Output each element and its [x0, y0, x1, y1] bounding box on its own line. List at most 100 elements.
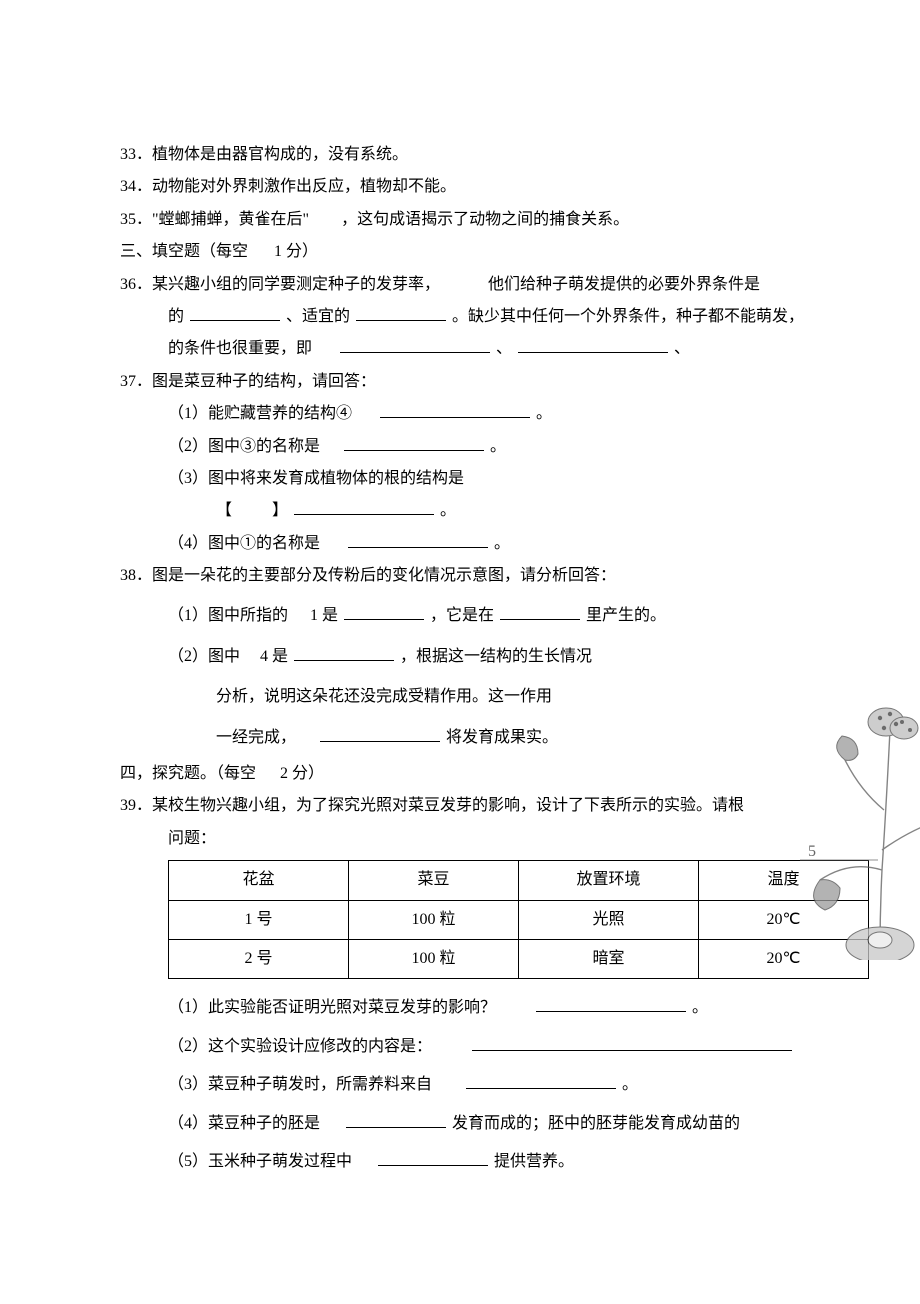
table-row: 2 号 100 粒 暗室 20℃ — [169, 939, 869, 978]
q39-head-b: 问题： — [120, 824, 920, 854]
cell: 1 号 — [169, 900, 349, 939]
blank[interactable] — [346, 1112, 446, 1128]
q39-p5a: （5）玉米种子萌发过程中 — [168, 1153, 352, 1170]
blank[interactable] — [320, 726, 440, 742]
bracket-l: 【 — [216, 502, 232, 519]
cell: 20℃ — [699, 939, 869, 978]
q37-p2b: 。 — [490, 438, 506, 455]
bracket-r: 】 — [272, 502, 288, 519]
q38-head: 38．图是一朵花的主要部分及传粉后的变化情况示意图，请分析回答： — [120, 561, 920, 591]
q39-p5b: 提供营养。 — [494, 1153, 574, 1170]
cell: 放置环境 — [519, 861, 699, 900]
q38-p2l3b: 将发育成果实。 — [446, 729, 558, 746]
q34: 34．动物能对外界刺激作出反应，植物却不能。 — [120, 172, 920, 202]
blank[interactable] — [380, 402, 530, 418]
blank[interactable] — [294, 499, 434, 515]
q36-l1: 36．某兴趣小组的同学要测定种子的发芽率， 他们给种子萌发提供的必要外界条件是 — [120, 270, 920, 300]
q36-l3a: 的条件也很重要，即 — [168, 340, 312, 357]
cell: 光照 — [519, 900, 699, 939]
table-row: 花盆 菜豆 放置环境 温度 — [169, 861, 869, 900]
q37-p4: （4）图中①的名称是 。 — [120, 529, 920, 559]
q38-p2a: （2）图中 — [168, 648, 240, 665]
q37-p1: （1）能贮藏营养的结构④ 。 — [120, 399, 920, 429]
q37-p3b: 【 】 。 — [120, 496, 920, 526]
q38-p1: （1）图中所指的 1 是 ，它是在 里产生的。 — [120, 601, 920, 631]
q38-p1c: ，它是在 — [430, 607, 494, 624]
q36-l1a: 36．某兴趣小组的同学要测定种子的发芽率， — [120, 276, 440, 293]
q39-p3b: 。 — [622, 1076, 638, 1093]
sec3-b: 1 分） — [274, 243, 318, 260]
q37-p1b: 。 — [536, 405, 552, 422]
q38-p2l3a: 一经完成， — [216, 729, 296, 746]
blank[interactable] — [472, 1035, 792, 1051]
q37-p2: （2）图中③的名称是 。 — [120, 432, 920, 462]
q39-p1: （1）此实验能否证明光照对菜豆发芽的影响？ 。 — [120, 993, 920, 1023]
blank[interactable] — [190, 305, 280, 321]
q39-p2: （2）这个实验设计应修改的内容是： — [120, 1032, 920, 1062]
q36-l2c: 。缺少其中任何一个外界条件，种子都不能萌发， — [452, 308, 804, 325]
q33: 33．植物体是由器官构成的，没有系统。 — [120, 140, 920, 170]
q37-head: 37．图是菜豆种子的结构，请回答： — [120, 367, 920, 397]
q39-p2a: （2）这个实验设计应修改的内容是： — [168, 1038, 432, 1055]
blank[interactable] — [356, 305, 446, 321]
sec3-a: 三、填空题（每空 — [120, 243, 248, 260]
blank[interactable] — [466, 1073, 616, 1089]
q38-p1d: 里产生的。 — [586, 607, 666, 624]
q37-p2a: （2）图中③的名称是 — [168, 438, 320, 455]
blank[interactable] — [340, 337, 490, 353]
q37-p1a: （1）能贮藏营养的结构④ — [168, 405, 352, 422]
q36-l2a: 的 — [168, 308, 184, 325]
q39-table: 花盆 菜豆 放置环境 温度 1 号 100 粒 光照 20℃ 2 号 100 粒… — [168, 860, 869, 979]
q39-head-a: 39．某校生物兴趣小组，为了探究光照对菜豆发芽的影响，设计了下表所示的实验。请根 — [120, 791, 920, 821]
q39-p1a: （1）此实验能否证明光照对菜豆发芽的影响？ — [168, 999, 496, 1016]
q38-p2: （2）图中 4 是 ，根据这一结构的生长情况 — [120, 642, 920, 672]
q38-p2l3: 一经完成， 将发育成果实。 — [120, 723, 920, 753]
blank[interactable] — [294, 645, 394, 661]
blank[interactable] — [518, 337, 668, 353]
section-3-heading: 三、填空题（每空 1 分） — [120, 237, 920, 267]
sec4-b: 2 分） — [280, 765, 324, 782]
blank[interactable] — [348, 532, 488, 548]
q39-p3: （3）菜豆种子萌发时，所需养料来自 。 — [120, 1070, 920, 1100]
blank[interactable] — [500, 604, 580, 620]
q36-l3: 的条件也很重要，即 、 、 — [120, 334, 920, 364]
q37-p4b: 。 — [494, 535, 510, 552]
q36-l2b: 、适宜的 — [286, 308, 350, 325]
q38-p1b: 1 是 — [310, 607, 338, 624]
blank[interactable] — [344, 604, 424, 620]
blank[interactable] — [344, 435, 484, 451]
q39-p4: （4）菜豆种子的胚是 发育而成的；胚中的胚芽能发育成幼苗的 — [120, 1109, 920, 1139]
q36-l1b: 他们给种子萌发提供的必要外界条件是 — [488, 276, 760, 293]
q39-p4a: （4）菜豆种子的胚是 — [168, 1115, 320, 1132]
blank[interactable] — [378, 1150, 488, 1166]
blank[interactable] — [536, 996, 686, 1012]
q38-p2b: 4 是 — [260, 648, 288, 665]
q39-p4b: 发育而成的；胚中的胚芽能发育成幼苗的 — [452, 1115, 740, 1132]
q37-p3b-c: 。 — [440, 502, 456, 519]
q37-p3: （3）图中将来发育成植物体的根的结构是 — [120, 464, 920, 494]
q36-l2: 的 、适宜的 。缺少其中任何一个外界条件，种子都不能萌发， — [120, 302, 920, 332]
q36-l3b: 、 — [496, 340, 512, 357]
q39-p5: （5）玉米种子萌发过程中 提供营养。 — [120, 1147, 920, 1177]
cell: 20℃ — [699, 900, 869, 939]
q35-a: 35．"螳螂捕蝉，黄雀在后" — [120, 211, 309, 228]
cell: 菜豆 — [349, 861, 519, 900]
q35: 35．"螳螂捕蝉，黄雀在后" ，这句成语揭示了动物之间的捕食关系。 — [120, 205, 920, 235]
cell: 2 号 — [169, 939, 349, 978]
q38-p1a: （1）图中所指的 — [168, 607, 288, 624]
section-4-heading: 四，探究题。（每空 2 分） — [120, 759, 920, 789]
cell: 暗室 — [519, 939, 699, 978]
q35-b: ，这句成语揭示了动物之间的捕食关系。 — [341, 211, 629, 228]
q39-p3a: （3）菜豆种子萌发时，所需养料来自 — [168, 1076, 432, 1093]
cell: 花盆 — [169, 861, 349, 900]
sec4-a: 四，探究题。（每空 — [120, 765, 256, 782]
cell: 温度 — [699, 861, 869, 900]
q37-p4a: （4）图中①的名称是 — [168, 535, 320, 552]
cell: 100 粒 — [349, 939, 519, 978]
q38-p2c: ，根据这一结构的生长情况 — [400, 648, 592, 665]
table-row: 1 号 100 粒 光照 20℃ — [169, 900, 869, 939]
cell: 100 粒 — [349, 900, 519, 939]
q39-p1b: 。 — [692, 999, 708, 1016]
q38-p2l2: 分析，说明这朵花还没完成受精作用。这一作用 — [120, 682, 920, 712]
q36-l3c: 、 — [674, 340, 690, 357]
